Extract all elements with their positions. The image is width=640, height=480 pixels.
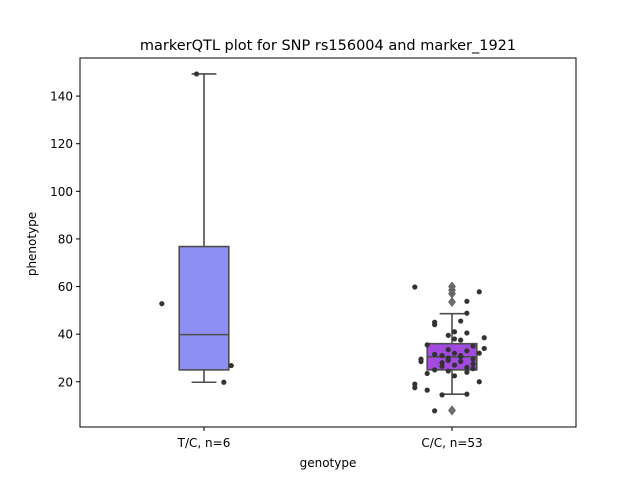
x-axis-label: genotype: [300, 456, 357, 470]
y-tick-label: 80: [58, 232, 73, 246]
data-point: [193, 71, 200, 77]
y-tick-label: 20: [58, 375, 73, 389]
data-point: [451, 362, 458, 368]
x-tick-label: C/C, n=53: [421, 436, 482, 450]
data-point: [228, 362, 234, 369]
data-point: [451, 350, 458, 356]
data-point: [445, 355, 451, 361]
data-point: [458, 318, 464, 324]
data-point: [439, 352, 445, 359]
box-series: [178, 73, 478, 416]
data-point: [445, 368, 451, 374]
iqr-box: [178, 245, 230, 371]
data-point: [470, 356, 476, 362]
data-point: [470, 366, 476, 372]
y-tick-label: 60: [58, 280, 73, 294]
y-tick-label: 40: [58, 328, 73, 342]
box-group: [426, 281, 478, 416]
data-point: [464, 298, 470, 304]
data-point: [464, 369, 470, 375]
data-point: [432, 408, 438, 414]
y-tick-label: 100: [50, 185, 73, 199]
data-point: [221, 379, 227, 385]
data-point: [470, 343, 476, 349]
data-point: [481, 335, 487, 341]
y-tick-label: 120: [50, 137, 73, 151]
data-point: [464, 391, 470, 397]
y-axis: 20 40 60 80 100 120 140: [50, 90, 80, 389]
data-point: [412, 381, 418, 387]
data-point: [418, 356, 424, 362]
data-point: [458, 337, 464, 343]
data-point: [458, 358, 464, 365]
data-point: [476, 289, 482, 295]
data-point: [445, 347, 451, 353]
x-tick-label: T/C, n=6: [177, 436, 231, 450]
outlier-marker: [448, 405, 456, 416]
data-point: [470, 361, 476, 367]
data-point: [439, 360, 445, 366]
data-point: [464, 330, 470, 336]
data-point: [451, 329, 458, 335]
data-point: [424, 387, 430, 393]
data-point: [464, 348, 470, 354]
y-axis-label: phenotype: [25, 212, 39, 276]
data-point: [464, 364, 470, 371]
data-point: [424, 370, 430, 377]
data-point: [451, 373, 458, 379]
data-point: [458, 352, 464, 359]
box-group: [178, 73, 230, 384]
strip-points: [159, 71, 487, 414]
x-axis: T/C, n=6 C/C, n=53: [177, 427, 483, 450]
data-point: [445, 332, 451, 338]
data-point: [424, 342, 430, 348]
data-point: [432, 351, 438, 357]
data-point: [439, 363, 445, 369]
data-point: [464, 310, 470, 316]
data-point: [476, 350, 482, 356]
data-point: [432, 322, 438, 328]
data-point: [481, 345, 487, 352]
outlier-marker: [448, 281, 456, 292]
y-tick-label: 140: [50, 90, 73, 104]
data-point: [159, 301, 165, 307]
data-point: [412, 284, 418, 290]
outlier-marker: [448, 297, 456, 308]
data-point: [451, 336, 458, 342]
plot-area-frame: [79, 57, 577, 428]
chart-title: markerQTL plot for SNP rs156004 and mark…: [140, 38, 516, 54]
data-point: [476, 379, 482, 385]
data-point: [432, 367, 438, 373]
data-point: [412, 385, 418, 391]
data-point: [439, 392, 445, 398]
